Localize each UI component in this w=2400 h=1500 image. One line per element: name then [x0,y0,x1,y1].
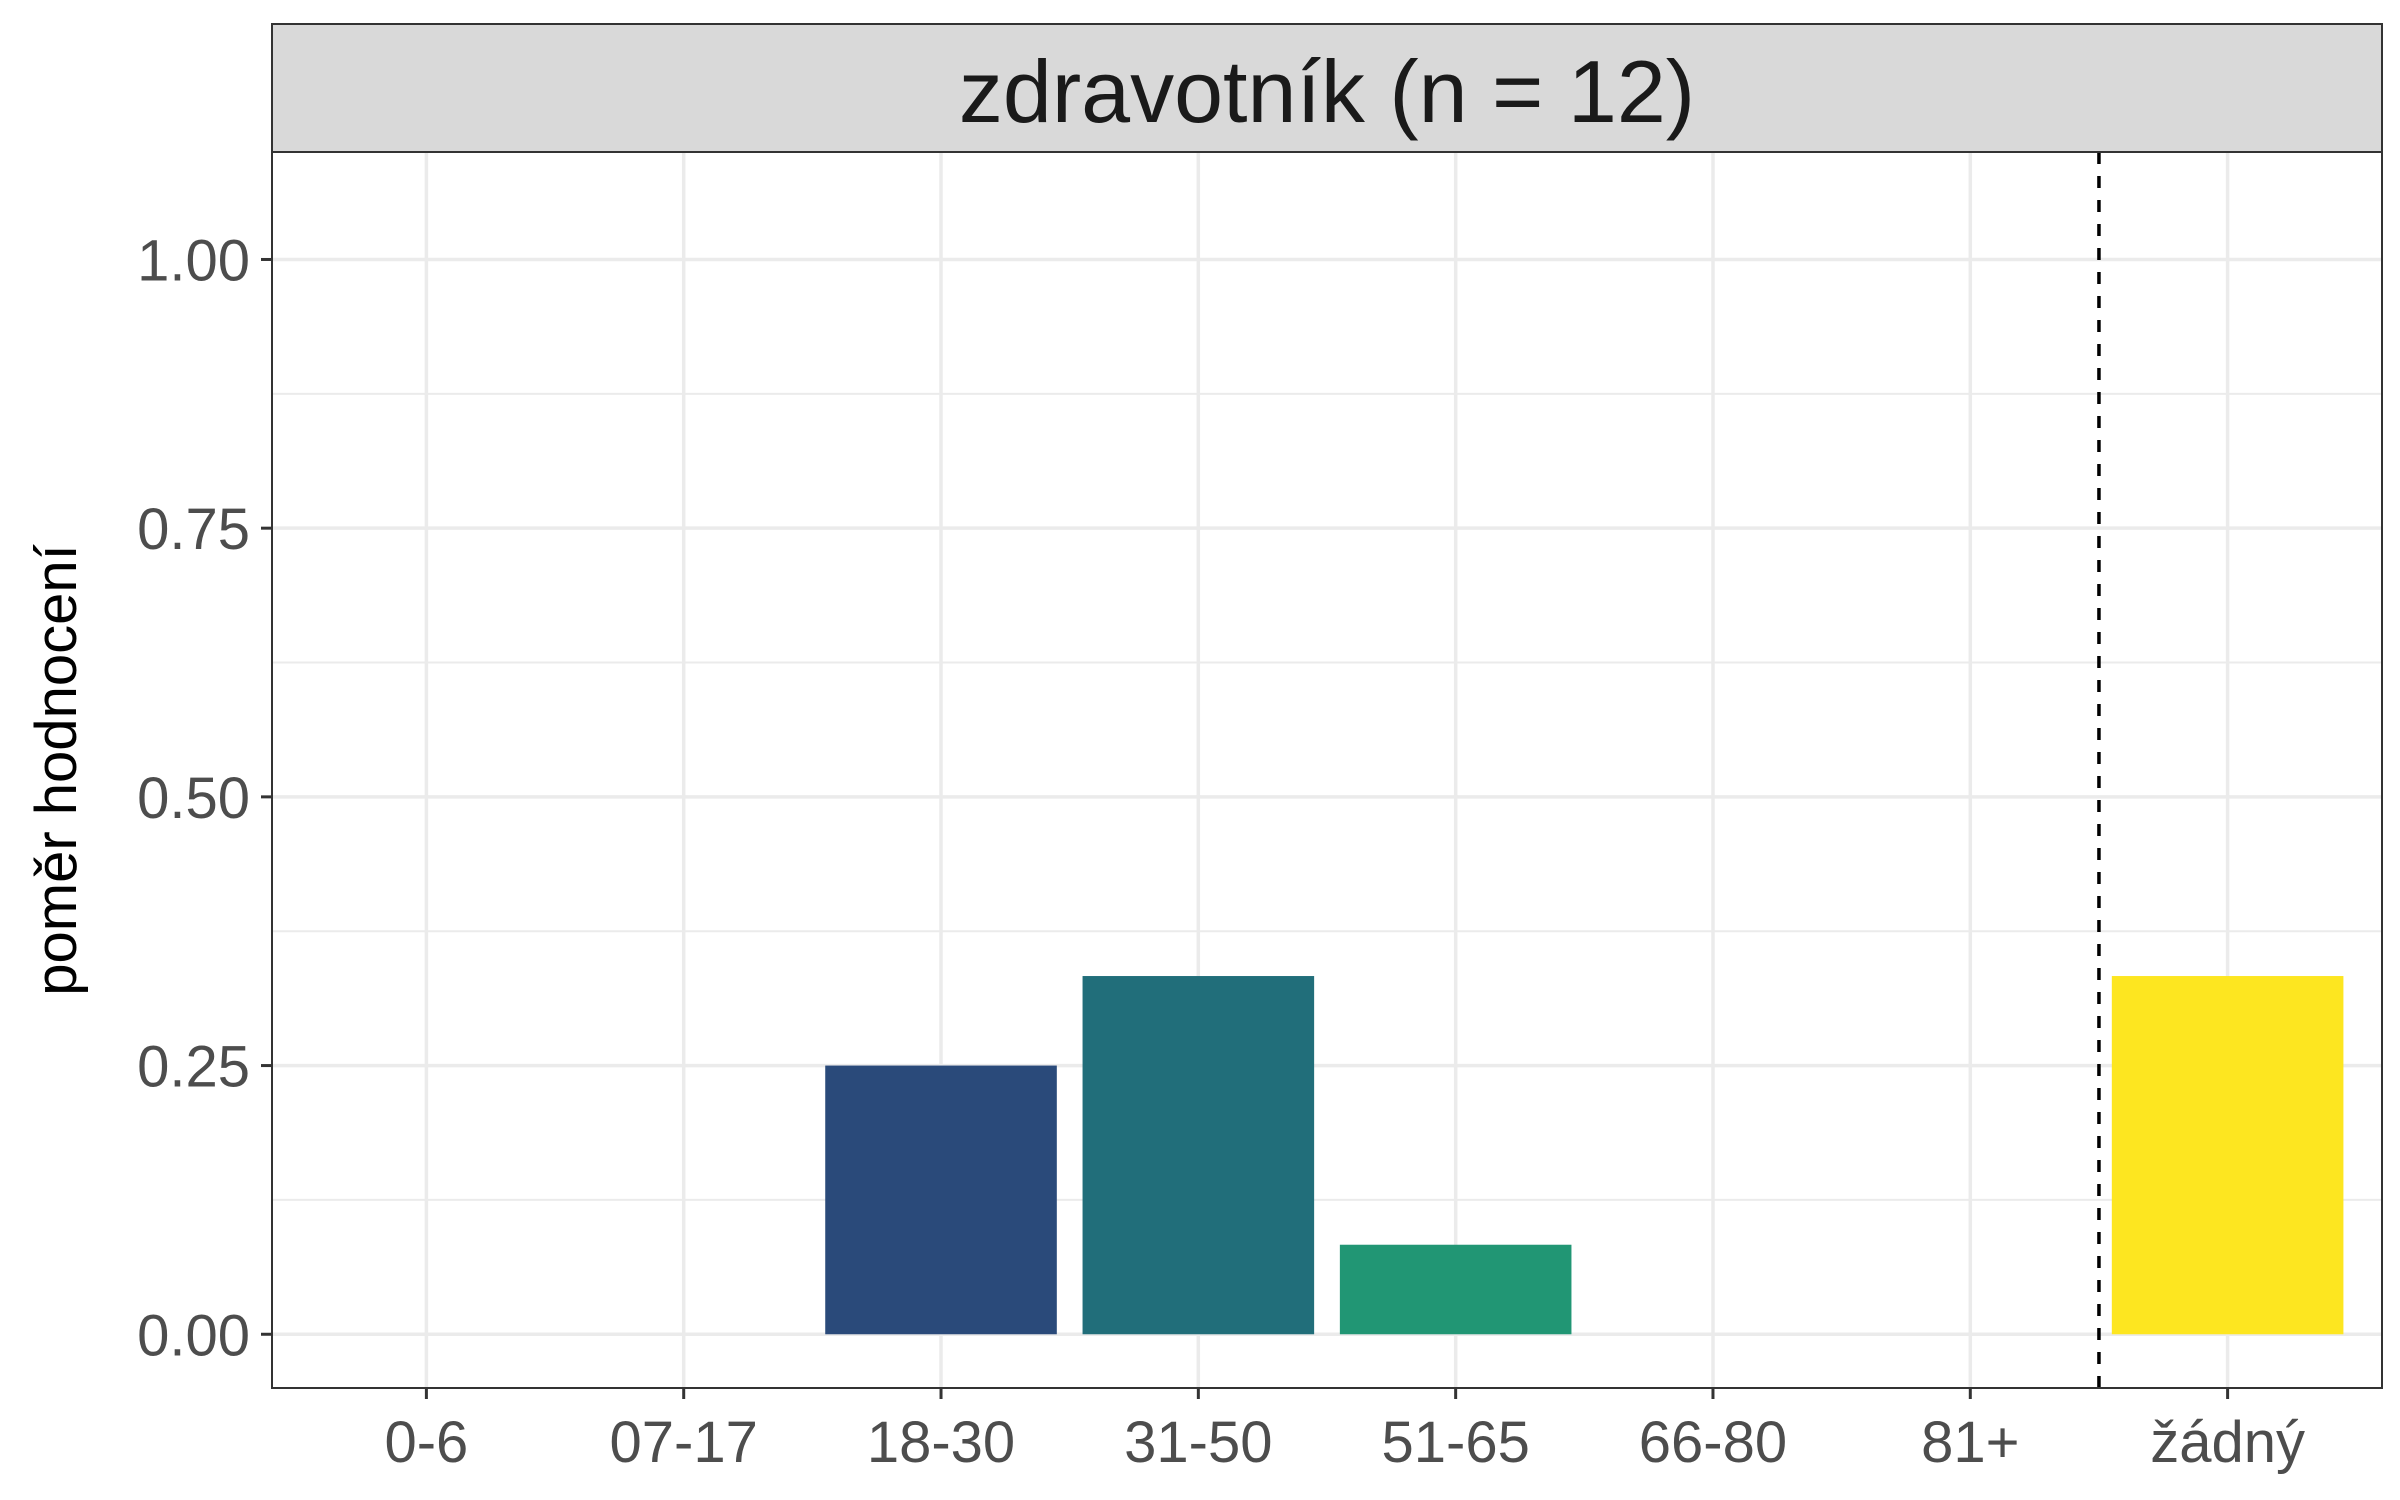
bar-žádný [2111,976,2344,1335]
y-axis: 0.00 0.25 0.50 0.75 1.00 [137,228,272,1368]
x-axis: 0-6 07-17 18-30 31-50 51-65 66-80 81+ žádný [384,1388,2305,1475]
x-tick-label: 0-6 [384,1410,468,1475]
y-tick-label: 0.25 [137,1035,250,1100]
y-axis-title: poměr hodnocení [24,544,89,995]
x-tick-label: 18-30 [867,1410,1015,1475]
x-tick-label: 31-50 [1124,1410,1272,1475]
x-tick-label: 51-65 [1381,1410,1529,1475]
facet-strip [271,23,2383,153]
bar-51-65 [1339,1244,1572,1335]
x-tick-label: 07-17 [610,1410,758,1475]
bars [825,976,2344,1335]
x-tick-label: 66-80 [1639,1410,1787,1475]
bar-31-50 [1082,976,1315,1335]
y-tick-label: 0.50 [137,766,250,831]
bar-18-30 [825,1065,1057,1335]
y-tick-label: 0.00 [137,1303,250,1368]
grid [272,152,2382,1388]
y-tick-label: 1.00 [137,228,250,293]
x-tick-label: 81+ [1921,1410,2019,1475]
facet-title: zdravotník (n = 12) [959,42,1695,141]
x-tick-label: žádný [2150,1410,2305,1475]
y-tick-label: 0.75 [137,497,250,562]
